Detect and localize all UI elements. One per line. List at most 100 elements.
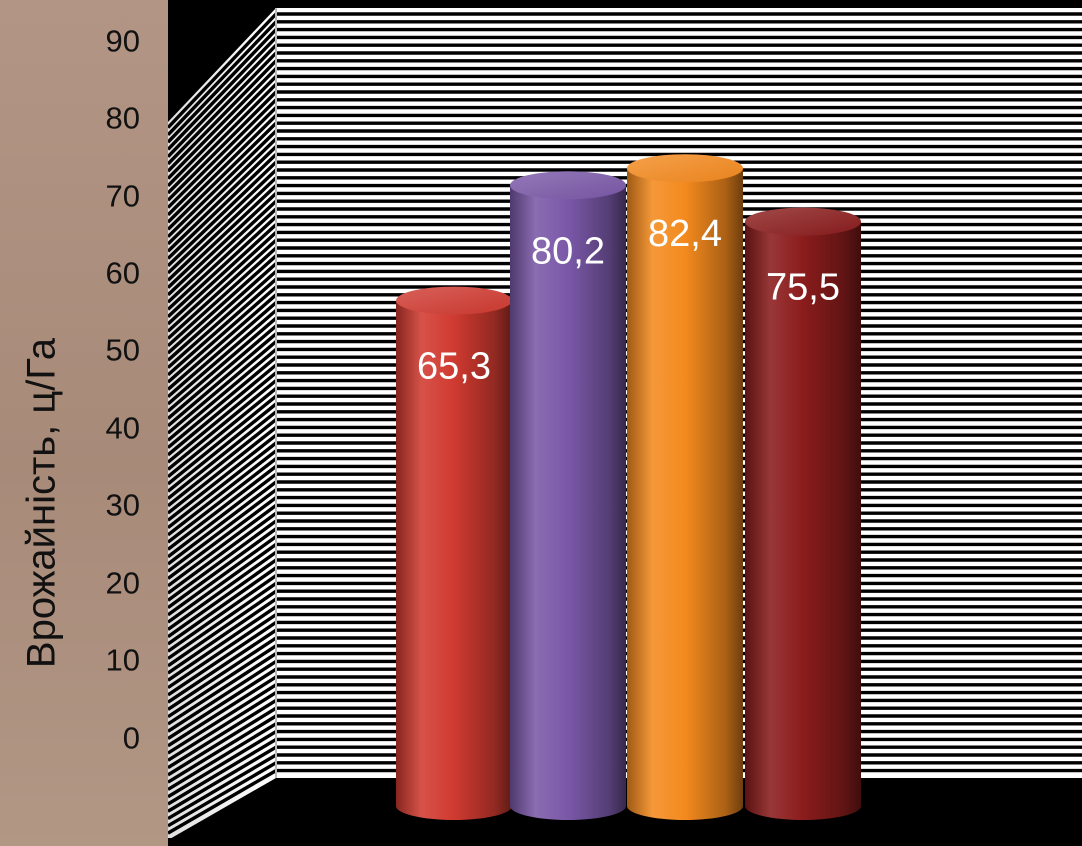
side-gridline [168,114,278,224]
y-tick-label: 0 [122,720,140,756]
side-gridline [168,129,278,238]
side-gridline [168,137,278,246]
side-gridline [168,231,278,333]
side-gridline [168,706,277,777]
side-gridline [168,753,277,821]
side-gridline [168,332,278,428]
side-gridline [168,675,277,748]
side-gridline [168,620,277,697]
side-gridline [168,90,278,202]
side-gridline [168,636,277,711]
side-gridline [168,558,277,639]
side-gridline [168,667,277,740]
y-tick-label: 40 [105,410,140,446]
bar-top [745,207,861,236]
y-tick-label: 70 [105,178,140,214]
y-axis-panel: Врожайність, ц/Га 0 10 20 30 40 50 60 70… [0,0,168,846]
side-gridline [168,761,277,828]
side-gridline [168,277,278,377]
y-tick-label: 10 [105,642,140,678]
floor-edge [168,838,1082,846]
bar-chart: 65,3 80,2 82,4 75,5 [168,8,1082,846]
side-gridline [168,589,277,668]
side-gridline [168,254,278,355]
side-gridline [168,698,277,770]
y-tick-label: 20 [105,565,140,601]
side-gridline [168,769,277,835]
side-gridline [168,83,278,195]
side-gridline [168,605,277,682]
side-gridline [168,472,278,559]
side-gridline [168,75,278,187]
side-gridline [168,238,278,340]
side-gridline [168,223,278,326]
side-gridline [168,145,278,253]
side-gridline [168,519,278,602]
side-gridline [168,410,278,500]
side-gridline [168,465,278,551]
side-gridline [168,511,278,595]
side-gridline [168,324,278,420]
data-label: 75,5 [766,267,840,309]
side-gridline [168,394,278,486]
side-gridline [168,597,277,675]
side-gridline [168,504,278,588]
side-gridline [168,106,278,217]
side-gridline [168,98,278,209]
y-tick-label: 90 [105,23,140,59]
side-gridline [168,535,277,617]
bar-top [627,154,743,183]
side-gridline [168,270,278,369]
bar [627,168,743,820]
side-gridline [168,20,278,137]
side-gridline [168,246,278,348]
side-gridline [168,737,277,806]
side-gridline [168,262,278,362]
side-gridline [168,722,277,791]
side-gridline [168,730,277,799]
side-gridline [168,418,278,508]
side-gridline [168,426,278,515]
side-gridline [168,550,277,631]
side-gridline [168,574,277,653]
bar [745,221,861,820]
side-gridline [168,379,278,471]
side-gridline [168,309,278,406]
side-gridline [168,192,278,297]
side-gridline [168,285,278,384]
y-tick-label: 80 [105,100,140,136]
side-gridline [168,659,277,733]
side-gridline [168,433,278,522]
side-gridline [168,51,278,166]
side-gridline [168,402,278,493]
bar-top [510,171,626,200]
side-gridline [168,652,277,726]
side-gridline [168,363,278,457]
side-gridline [168,207,278,311]
side-gridline [168,199,278,304]
side-gridline [168,215,278,318]
side-gridline [168,184,278,289]
side-gridline [168,745,277,813]
side-gridline [168,527,278,610]
side-gridline [168,59,278,173]
side-gridline [168,457,278,544]
y-tick-label: 30 [105,487,140,523]
side-gridline [168,160,278,268]
side-gridline [168,67,278,180]
side-gridline [168,449,278,537]
data-labels: 65,3 80,2 82,4 75,5 [417,213,840,387]
side-gridline [168,168,278,275]
data-label: 82,4 [648,213,722,255]
side-gridline [168,543,277,624]
y-tick-label: 50 [105,332,140,368]
side-gridline [168,566,277,646]
side-gridline [168,387,278,479]
side-gridline [168,316,278,413]
side-gridline [168,582,277,660]
side-gridline [168,348,278,442]
side-gridline [168,36,278,151]
side-gridline [168,293,278,391]
side-gridline [168,714,277,784]
side-gridline [168,28,278,144]
